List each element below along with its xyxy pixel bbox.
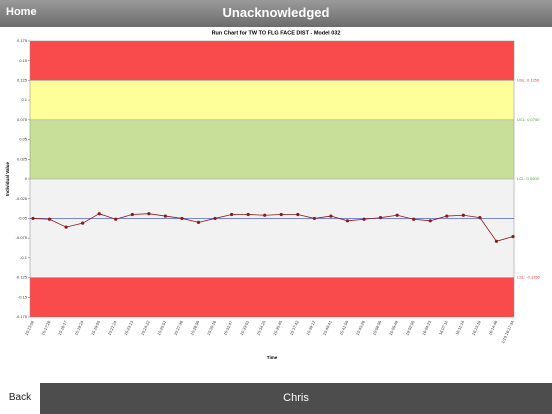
zone-band — [30, 119, 514, 179]
x-tick-label: 1/10 16:17:34 — [500, 319, 515, 344]
x-tick-label: 15:24:22 — [140, 319, 151, 336]
data-point — [312, 216, 316, 221]
data-point — [114, 217, 118, 221]
x-tick-label: 16:02:05 — [404, 319, 415, 336]
top-bar: Home Unacknowledged — [0, 0, 552, 27]
series-line — [32, 213, 514, 242]
y-tick-label: -0.075 — [16, 235, 28, 240]
bottom-bar: Back Chris — [0, 383, 552, 414]
data-point — [230, 212, 234, 217]
screen-title: Unacknowledged — [222, 5, 330, 20]
zone-band — [30, 277, 514, 317]
back-button[interactable]: Back — [8, 392, 32, 403]
x-tick-label: 15:13:56 — [24, 319, 35, 336]
data-point — [263, 213, 267, 217]
data-point — [31, 216, 35, 221]
x-tick-label: 15:18:17 — [57, 319, 68, 336]
data-point — [180, 216, 184, 221]
y-tick-label: -0.1 — [20, 255, 28, 260]
data-point — [428, 219, 432, 223]
limit-label: UCL: 0.0750 — [517, 117, 540, 122]
x-tick-label: 15:43:26 — [355, 319, 366, 336]
data-point — [130, 212, 134, 217]
x-tick-label: 15:34:25 — [255, 319, 266, 336]
data-point — [511, 234, 515, 239]
chart: Run Chart for TW TO FLG FACE DIST - Mode… — [5, 30, 541, 360]
data-point — [445, 214, 449, 218]
y-axis-label: Individual Value — [5, 162, 10, 197]
x-tick-label: 15:28:09 — [189, 319, 200, 336]
limit-label: USL: 0.1250 — [517, 77, 540, 82]
chart-title: Run Chart for TW TO FLG FACE DIST - Mode… — [212, 30, 341, 36]
limit-label: LSL: -0.1250 — [517, 275, 541, 280]
data-point — [461, 213, 465, 217]
data-point — [196, 220, 201, 224]
y-tick-label: -0.025 — [16, 196, 28, 201]
x-tick-label: 16:07:11 — [438, 319, 449, 336]
x-tick-label: 15:19:55 — [90, 319, 101, 336]
x-tick-label: 15:23:13 — [123, 319, 134, 336]
data-point — [412, 217, 416, 221]
zone-band — [30, 41, 514, 81]
y-tick-label: -0.15 — [18, 294, 28, 299]
data-point — [362, 217, 366, 221]
zone-band — [30, 80, 514, 120]
x-tick-label: 15:30:16 — [206, 319, 217, 336]
x-tick-label: 15:35:45 — [272, 319, 283, 336]
limit-label: LCL: 0.0000 — [517, 176, 540, 181]
x-tick-label: 15:21:24 — [107, 319, 118, 336]
data-point — [329, 214, 333, 218]
y-tick-label: 0.175 — [17, 38, 28, 43]
y-tick-label: 0.125 — [17, 77, 28, 82]
y-tick-label: 0.15 — [19, 58, 28, 63]
y-tick-label: 0 — [25, 176, 28, 181]
data-point — [296, 212, 300, 217]
x-tick-label: 15:59:49 — [388, 319, 399, 336]
y-tick-label: -0.05 — [18, 215, 28, 220]
x-tick-label: 15:25:51 — [156, 319, 167, 336]
data-point — [81, 221, 85, 225]
x-tick-label: 16:04:23 — [421, 319, 432, 336]
y-tick-label: -0.175 — [16, 314, 28, 319]
x-tick-label: 15:17:28 — [40, 319, 51, 336]
data-point — [147, 212, 151, 216]
y-tick-label: 0.075 — [17, 117, 28, 122]
x-axis-label: Time — [267, 355, 278, 360]
user-name: Chris — [40, 383, 552, 414]
x-tick-label: 15:27:36 — [173, 319, 184, 336]
data-point — [47, 217, 52, 221]
data-point — [378, 216, 383, 220]
zone-band — [30, 179, 514, 278]
data-point — [395, 213, 399, 217]
x-tick-label: 15:37:42 — [289, 319, 300, 336]
data-point — [494, 239, 499, 243]
data-point — [213, 216, 217, 221]
x-tick-label: 15:31:47 — [222, 319, 233, 336]
x-tick-label: 16:11:14 — [454, 319, 465, 336]
x-tick-label: 15:19:24 — [73, 319, 84, 336]
y-tick-label: 0.1 — [21, 97, 27, 102]
data-point — [97, 212, 101, 216]
x-tick-label: 15:41:59 — [338, 319, 349, 336]
x-tick-label: 15:39:12 — [305, 319, 316, 336]
x-tick-label: 15:58:09 — [371, 319, 382, 336]
data-point — [246, 212, 250, 217]
data-point — [478, 216, 482, 220]
data-point — [279, 212, 283, 217]
x-tick-label: 15:40:41 — [322, 319, 333, 336]
y-tick-label: -0.125 — [16, 275, 28, 280]
x-tick-label: 15:33:01 — [239, 319, 250, 336]
x-tick-label: 16:13:19 — [471, 319, 482, 336]
data-point — [163, 214, 168, 218]
data-point — [345, 219, 350, 223]
data-point — [64, 225, 68, 229]
plot-frame — [29, 40, 515, 318]
y-tick-label: 0.025 — [17, 156, 28, 161]
x-tick-label: 16:14:48 — [487, 319, 498, 336]
y-tick-label: 0.05 — [19, 137, 28, 142]
home-button[interactable]: Home — [6, 6, 37, 18]
